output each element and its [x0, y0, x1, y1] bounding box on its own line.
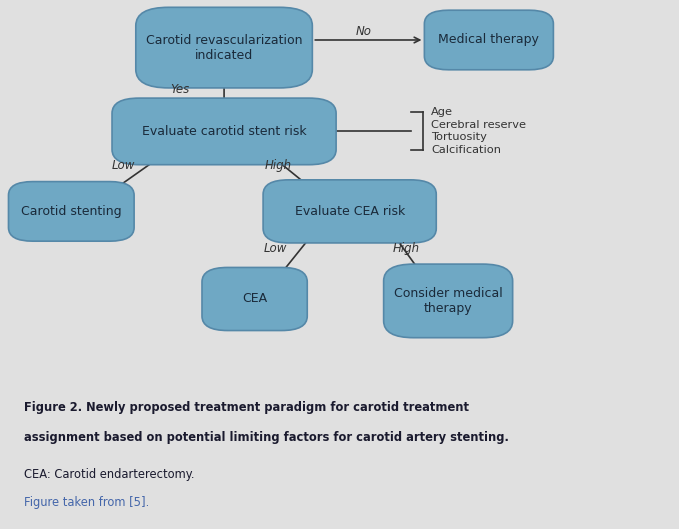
FancyBboxPatch shape — [424, 10, 553, 70]
Text: Medical therapy: Medical therapy — [439, 33, 539, 47]
Text: Carotid stenting: Carotid stenting — [21, 205, 122, 218]
Text: Low: Low — [263, 242, 287, 255]
Text: CEA: CEA — [242, 293, 268, 305]
Text: Cerebral reserve: Cerebral reserve — [431, 120, 526, 130]
Text: CEA: Carotid endarterectomy.: CEA: Carotid endarterectomy. — [24, 468, 194, 481]
Text: Low: Low — [112, 159, 135, 172]
FancyBboxPatch shape — [202, 268, 307, 331]
Text: assignment based on potential limiting factors for carotid artery stenting.: assignment based on potential limiting f… — [24, 431, 509, 444]
Text: Age: Age — [431, 107, 453, 117]
Text: Carotid revascularization
indicated: Carotid revascularization indicated — [146, 34, 302, 61]
Text: Calcification: Calcification — [431, 145, 501, 154]
Text: Figure 2. Newly proposed treatment paradigm for carotid treatment: Figure 2. Newly proposed treatment parad… — [24, 401, 469, 414]
Text: Evaluate carotid stent risk: Evaluate carotid stent risk — [142, 125, 306, 138]
FancyBboxPatch shape — [263, 180, 437, 243]
Text: Evaluate CEA risk: Evaluate CEA risk — [295, 205, 405, 218]
FancyBboxPatch shape — [8, 181, 134, 241]
Text: Yes: Yes — [170, 83, 189, 96]
Text: High: High — [265, 159, 292, 172]
Text: No: No — [355, 25, 371, 38]
FancyBboxPatch shape — [136, 7, 312, 88]
FancyBboxPatch shape — [384, 264, 513, 338]
Text: Consider medical
therapy: Consider medical therapy — [394, 287, 502, 315]
Text: Figure taken from [5].: Figure taken from [5]. — [24, 496, 149, 509]
Text: High: High — [392, 242, 420, 255]
FancyBboxPatch shape — [112, 98, 336, 165]
Text: Tortuosity: Tortuosity — [431, 132, 487, 142]
